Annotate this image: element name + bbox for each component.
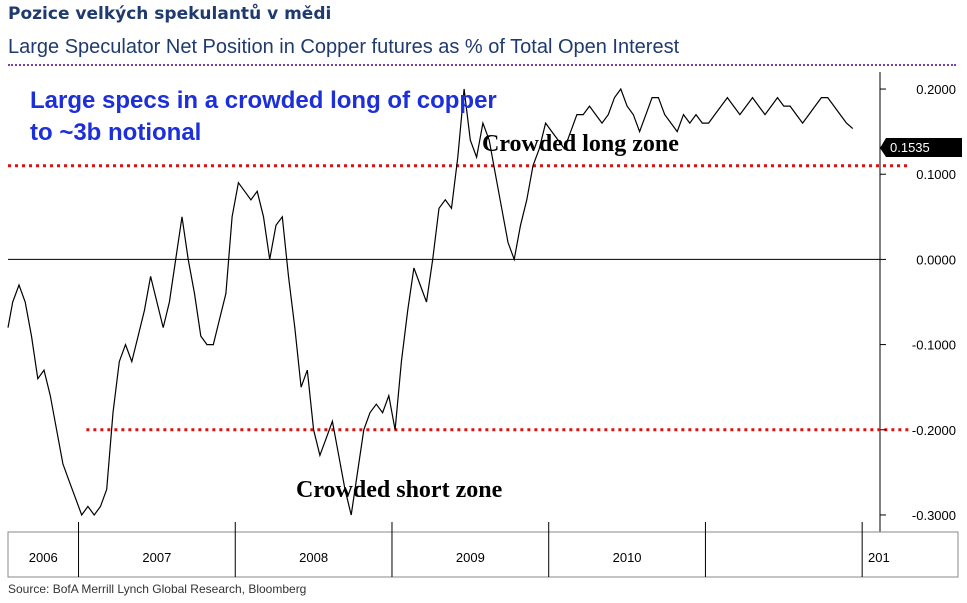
- x-tick-label: 2006: [29, 550, 58, 565]
- threshold-lines: [8, 164, 910, 432]
- headline-line-1: Large specs in a crowded long of copper: [30, 87, 497, 114]
- title-divider: [8, 64, 956, 66]
- x-tick-label: 2010: [613, 550, 642, 565]
- short-zone-label: Crowded short zone: [296, 477, 503, 503]
- long-zone-label: Crowded long zone: [482, 131, 679, 157]
- last-value-label: 0.1535: [890, 140, 930, 155]
- headline-line-2: to ~3b notional: [30, 119, 201, 146]
- y-tick-label: 0.2000: [916, 82, 956, 97]
- y-tick-label: 0.1000: [916, 167, 956, 182]
- x-tick-labels: 2006 2007 2008 2009 2010 201: [29, 522, 890, 577]
- page-title: Pozice velkých spekulantů v mědi: [8, 4, 332, 24]
- source-note: Source: BofA Merrill Lynch Global Resear…: [8, 582, 307, 596]
- y-tick-label: 0.0000: [916, 252, 956, 267]
- y-tick-label: -0.1000: [912, 338, 956, 353]
- x-tick-label: 2008: [299, 550, 328, 565]
- y-tick-label: -0.2000: [912, 423, 956, 438]
- x-tick-label: 2009: [456, 550, 485, 565]
- last-value-badge: 0.1535: [880, 138, 962, 157]
- y-tick-label: -0.3000: [912, 508, 956, 523]
- plot-area: [8, 72, 880, 532]
- y-tick-labels: 0.2000 0.1000 0.0000 -0.1000 -0.2000 -0.3000: [880, 82, 956, 523]
- x-tick-label: 2007: [142, 550, 171, 565]
- series-group: [7, 87, 854, 517]
- x-axis-band: [7, 531, 959, 578]
- x-tick-label: 201: [868, 550, 890, 565]
- last-value-badge-bg: [880, 138, 962, 157]
- chart-title: Large Speculator Net Position in Copper …: [8, 36, 680, 58]
- series-line-0: [7, 87, 854, 517]
